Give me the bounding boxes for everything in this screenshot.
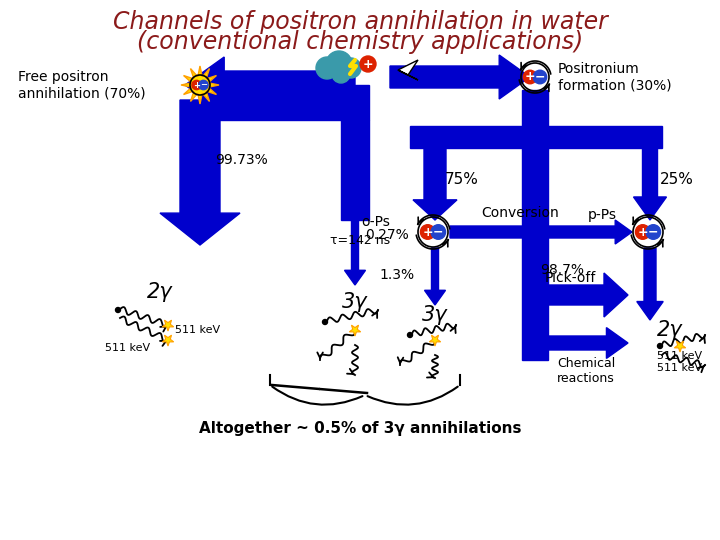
Text: 25%: 25% bbox=[660, 172, 694, 187]
Circle shape bbox=[332, 65, 350, 83]
Polygon shape bbox=[181, 66, 219, 104]
Text: +: + bbox=[193, 80, 200, 90]
Circle shape bbox=[646, 225, 661, 239]
Text: 511 keV: 511 keV bbox=[657, 363, 702, 373]
Text: τ=0.125 ns: τ=0.125 ns bbox=[549, 226, 617, 239]
Text: Free positron
annihilation (70%): Free positron annihilation (70%) bbox=[18, 70, 145, 100]
Text: 3γ: 3γ bbox=[342, 292, 368, 312]
Text: p-Ps: p-Ps bbox=[588, 208, 617, 222]
Circle shape bbox=[408, 333, 413, 338]
Text: 75%: 75% bbox=[445, 172, 479, 187]
Circle shape bbox=[316, 57, 338, 79]
Text: slow down: slow down bbox=[415, 71, 481, 84]
Text: Pick-off: Pick-off bbox=[545, 271, 596, 285]
Polygon shape bbox=[162, 335, 174, 346]
Bar bbox=[341, 85, 369, 120]
Text: −: − bbox=[648, 226, 659, 239]
Polygon shape bbox=[429, 335, 441, 346]
Text: Altogether ~ 0.5% of 3γ annihilations: Altogether ~ 0.5% of 3γ annihilations bbox=[199, 421, 521, 435]
Polygon shape bbox=[349, 325, 361, 336]
Text: +: + bbox=[423, 226, 433, 239]
Circle shape bbox=[326, 51, 352, 77]
Circle shape bbox=[360, 56, 376, 72]
Polygon shape bbox=[636, 248, 663, 320]
Polygon shape bbox=[160, 100, 240, 245]
Text: 98.7%: 98.7% bbox=[540, 263, 584, 277]
Text: 2γ: 2γ bbox=[657, 320, 683, 340]
Circle shape bbox=[199, 80, 208, 90]
Polygon shape bbox=[450, 220, 632, 244]
Text: Conversion: Conversion bbox=[481, 206, 559, 220]
Polygon shape bbox=[548, 328, 628, 359]
Polygon shape bbox=[548, 273, 628, 317]
Circle shape bbox=[323, 320, 328, 325]
Circle shape bbox=[192, 80, 202, 90]
Circle shape bbox=[523, 70, 537, 84]
Polygon shape bbox=[398, 70, 418, 80]
Text: Channels of positron annihilation in water: Channels of positron annihilation in wat… bbox=[112, 10, 608, 34]
Text: τ=142 ns: τ=142 ns bbox=[330, 233, 390, 246]
Bar bbox=[522, 90, 548, 150]
Polygon shape bbox=[413, 148, 457, 220]
Circle shape bbox=[635, 225, 650, 239]
Circle shape bbox=[341, 58, 361, 78]
Bar bbox=[522, 150, 548, 360]
Text: 3γ: 3γ bbox=[422, 305, 448, 325]
Bar bbox=[200, 90, 355, 120]
Polygon shape bbox=[675, 341, 685, 352]
Text: 99.73%: 99.73% bbox=[215, 153, 268, 167]
Polygon shape bbox=[634, 148, 667, 220]
Polygon shape bbox=[185, 57, 355, 113]
Text: −: − bbox=[535, 71, 545, 84]
Bar bbox=[410, 126, 662, 148]
Text: +: + bbox=[637, 226, 648, 239]
Polygon shape bbox=[344, 200, 366, 285]
Text: +: + bbox=[363, 57, 373, 71]
Text: 511 keV: 511 keV bbox=[105, 343, 150, 353]
Circle shape bbox=[431, 225, 446, 239]
Polygon shape bbox=[398, 60, 418, 75]
Text: 511 keV: 511 keV bbox=[175, 325, 220, 335]
Text: 0.27%: 0.27% bbox=[365, 228, 409, 242]
Text: +: + bbox=[525, 71, 536, 84]
Text: (conventional chemistry applications): (conventional chemistry applications) bbox=[137, 30, 583, 54]
Polygon shape bbox=[390, 55, 530, 99]
Text: −: − bbox=[200, 80, 207, 90]
Text: 2γ: 2γ bbox=[147, 282, 173, 302]
Bar bbox=[341, 120, 369, 220]
Text: 1.3%: 1.3% bbox=[380, 268, 415, 282]
Text: Positronium
formation (30%): Positronium formation (30%) bbox=[558, 62, 672, 92]
Circle shape bbox=[420, 225, 435, 239]
Text: −: − bbox=[433, 226, 444, 239]
Circle shape bbox=[534, 70, 546, 84]
Text: o-Ps: o-Ps bbox=[361, 215, 390, 229]
Polygon shape bbox=[425, 248, 446, 305]
Circle shape bbox=[657, 343, 662, 348]
Polygon shape bbox=[162, 320, 174, 331]
Text: 511 keV: 511 keV bbox=[657, 351, 702, 361]
Text: Chemical
reactions: Chemical reactions bbox=[557, 357, 615, 385]
Circle shape bbox=[115, 307, 120, 313]
